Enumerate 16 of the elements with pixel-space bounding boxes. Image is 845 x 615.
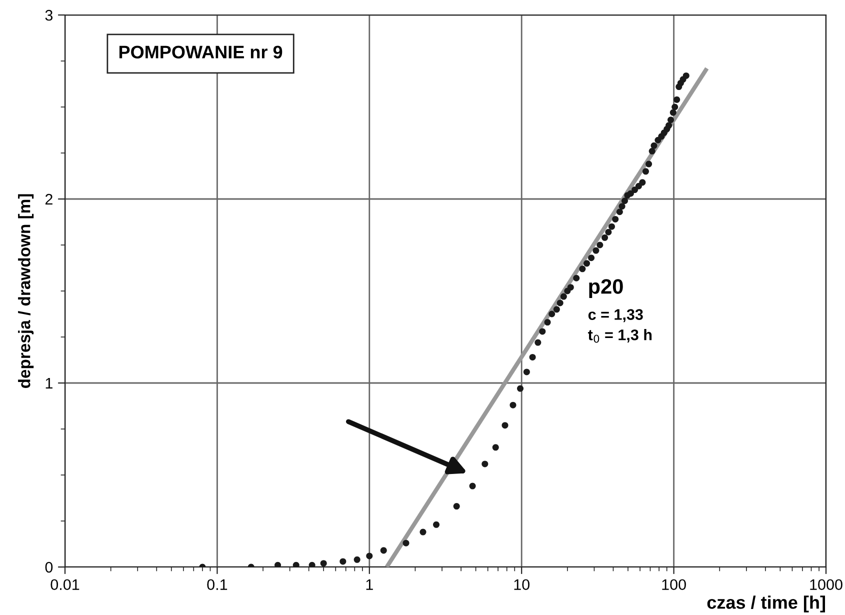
y-tick-label: 1 <box>46 378 52 389</box>
y-tick-label: 2 <box>45 194 52 205</box>
x-tick-label: 0.1 <box>207 579 228 590</box>
x-tick-label: 100 <box>662 579 686 590</box>
y-axis-title: depresja / drawdown [m] <box>18 194 34 388</box>
x-axis-title: czas / time [h] <box>707 596 825 612</box>
annotation: c = 1,33 <box>588 309 643 322</box>
annotation: p20 <box>589 279 623 298</box>
x-tick-label: 0.01 <box>50 579 80 590</box>
x-tick-label: 10 <box>514 579 530 590</box>
x-tick-label: 1 <box>366 579 373 590</box>
y-tick-label: 0 <box>45 562 53 573</box>
y-tick-label: 3 <box>45 10 53 21</box>
annotation: t$_{0}$ = 1,3 h <box>588 329 652 343</box>
text: POMPOWANIE nr 9 <box>119 46 282 58</box>
x-tick-label: 1000 <box>810 579 842 590</box>
